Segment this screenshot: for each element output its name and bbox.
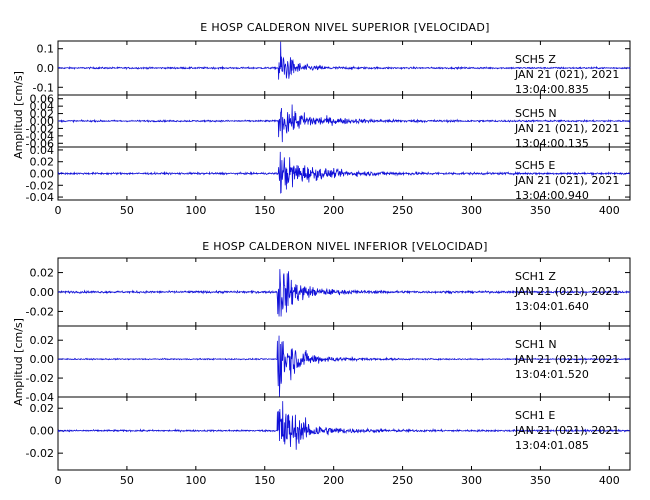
trace-sch1-e: -0.02 0.00 0.02 SCH1 E JAN 21 (021), 2021 13:… xyxy=(26,396,631,471)
y-tick-label: 0.02 xyxy=(30,334,55,347)
x-tick-label: 350 xyxy=(530,474,551,487)
y-tick-label: 0.04 xyxy=(30,100,55,113)
trace-sch5-e: -0.04-0.020.000.020.04 SCH5 E JAN 21 (021)… xyxy=(26,144,631,204)
station-label: SCH5 E xyxy=(515,159,555,172)
waveform-line xyxy=(57,151,631,194)
y-tick-label: 0.00 xyxy=(30,425,55,438)
x-tick-label: 100 xyxy=(185,204,206,217)
x-tick-label: 400 xyxy=(599,474,620,487)
y-tick-label: 0.00 xyxy=(30,168,55,181)
trace-sch1-z: -0.02 0.00 0.02 SCH1 Z JAN 21 (021), 2021 13:… xyxy=(26,257,631,327)
station-label: SCH1 Z xyxy=(515,270,556,283)
x-tick-label: 300 xyxy=(461,204,482,217)
y-tick-label: 0.02 xyxy=(30,108,55,121)
waveform-line xyxy=(57,41,631,80)
y-tick-label: -0.06 xyxy=(26,137,54,150)
y-tick-label: -0.02 xyxy=(26,447,54,460)
ylabel-superior: Amplitud [cm/s] xyxy=(12,71,25,159)
date-label: JAN 21 (021), 2021 xyxy=(514,285,619,298)
y-tick-label: -0.02 xyxy=(26,179,54,192)
trace-sch1-n: -0.04 -0.02 0.00 0.02 SCH1 N JAN 21 (021), 20… xyxy=(26,325,631,404)
strip-frame xyxy=(57,396,631,471)
x-tick-label: 100 xyxy=(185,474,206,487)
y-tick-label: -0.1 xyxy=(33,81,54,94)
time-label: 13:04:01.085 xyxy=(515,439,589,452)
date-label: JAN 21 (021), 2021 xyxy=(514,424,619,437)
date-label: JAN 21 (021), 2021 xyxy=(514,353,619,366)
date-label: JAN 21 (021), 2021 xyxy=(514,122,619,135)
waveform-line xyxy=(57,104,631,143)
y-tick-label: 0.02 xyxy=(30,156,55,169)
x-tick-label: 250 xyxy=(392,474,413,487)
panel-inferior: E HOSP CALDERON NIVEL INFERIOR [VELOCIDA… xyxy=(12,240,631,487)
x-tick-label: 50 xyxy=(120,204,134,217)
y-tick-label: 0.0 xyxy=(37,62,55,75)
y-tick-label: -0.04 xyxy=(26,130,54,143)
time-label: 13:04:00.940 xyxy=(515,189,589,202)
x-tick-label: 150 xyxy=(254,204,275,217)
date-label: JAN 21 (021), 2021 xyxy=(514,174,619,187)
waveform-line xyxy=(57,335,631,398)
y-tick-label: 0.00 xyxy=(30,286,55,299)
y-tick-label: -0.02 xyxy=(26,305,54,318)
panel-superior: E HOSP CALDERON NIVEL SUPERIOR [VELOCIDA… xyxy=(12,21,631,217)
y-tick-label: -0.04 xyxy=(26,391,54,404)
time-label: 13:04:00.835 xyxy=(515,83,589,96)
waveform-line xyxy=(57,401,631,450)
station-label: SCH1 E xyxy=(515,409,555,422)
x-tick-label: 200 xyxy=(323,474,344,487)
y-tick-label: -0.02 xyxy=(26,372,54,385)
y-tick-label: 0.02 xyxy=(30,402,55,415)
waveform-line xyxy=(57,269,631,317)
y-tick-label: 0.1 xyxy=(37,43,55,56)
x-tick-label: 350 xyxy=(530,204,551,217)
y-tick-label: 0.00 xyxy=(30,115,55,128)
station-label: SCH5 N xyxy=(515,107,557,120)
station-label: SCH1 N xyxy=(515,338,557,351)
y-tick-label: 0.00 xyxy=(30,353,55,366)
y-tick-label: 0.04 xyxy=(30,144,55,157)
x-tick-label: 300 xyxy=(461,474,482,487)
x-tick-label: 0 xyxy=(55,204,62,217)
x-tick-label: 400 xyxy=(599,204,620,217)
title-inferior: E HOSP CALDERON NIVEL INFERIOR [VELOCIDA… xyxy=(202,240,488,253)
ylabel-inferior: Amplitud [cm/s] xyxy=(12,318,25,406)
time-label: 13:04:00.135 xyxy=(515,137,589,150)
y-tick-label: -0.04 xyxy=(26,191,54,204)
station-label: SCH5 Z xyxy=(515,53,556,66)
x-tick-label: 150 xyxy=(254,474,275,487)
title-superior: E HOSP CALDERON NIVEL SUPERIOR [VELOCIDA… xyxy=(200,21,489,34)
y-tick-label: -0.02 xyxy=(26,122,54,135)
y-tick-label: 0.06 xyxy=(30,93,55,106)
time-label: 13:04:01.520 xyxy=(515,368,589,381)
time-label: 13:04:01.640 xyxy=(515,300,589,313)
x-tick-label: 250 xyxy=(392,204,413,217)
date-label: JAN 21 (021), 2021 xyxy=(514,68,619,81)
trace-sch5-n: -0.06-0.04-0.020.000.020.040.06 SCH5 N JAN… xyxy=(26,93,631,150)
y-tick-label: 0.02 xyxy=(30,267,55,280)
x-tick-label: 0 xyxy=(55,474,62,487)
x-tick-label: 50 xyxy=(120,474,134,487)
trace-sch5-z: -0.1 0.0 0.1 SCH5 Z JAN 21 (021), 2021 13:04:… xyxy=(33,40,631,96)
x-tick-label: 200 xyxy=(323,204,344,217)
